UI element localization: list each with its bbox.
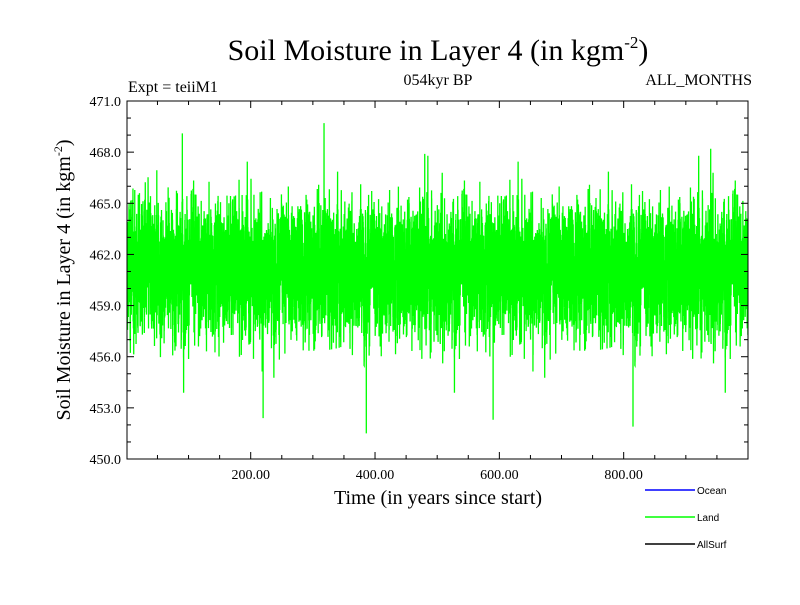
experiment-label: Expt = teiiM1: [128, 79, 218, 96]
y-tick-label: 471.0: [90, 95, 122, 110]
legend-label: AllSurf: [697, 540, 727, 551]
series-group: [127, 123, 748, 434]
period-label: 054kyr BP: [404, 72, 473, 89]
series-line-land: [127, 123, 748, 434]
chart-title: Soil Moisture in Layer 4 (in kgm-2): [228, 33, 649, 67]
x-axis-title: Time (in years since start): [334, 487, 542, 509]
legend-label: Land: [697, 513, 719, 524]
y-axis: 450.0 453.0 456.0 459.0 462.0 465.0 468.0 471.0: [90, 95, 748, 468]
y-tick-label: 462.0: [90, 248, 122, 263]
y-tick-label: 453.0: [90, 402, 122, 417]
x-tick-label: 600.00: [480, 468, 519, 483]
x-tick-label: 800.00: [604, 468, 643, 483]
y-tick-label: 465.0: [90, 197, 122, 212]
x-tick-label: 200.00: [231, 468, 270, 483]
legend-label: Ocean: [697, 486, 726, 497]
y-tick-label: 456.0: [90, 351, 122, 366]
x-axis: 200.00 400.00 600.00 800.00: [156, 101, 718, 483]
legend: Ocean Land AllSurf: [645, 486, 727, 551]
y-tick-label: 450.0: [90, 453, 122, 468]
months-label: ALL_MONTHS: [645, 72, 752, 89]
y-tick-label: 468.0: [90, 146, 122, 161]
y-tick-label: 459.0: [90, 300, 122, 315]
y-axis-title: Soil Moisture in Layer 4 (in kgm-2): [51, 139, 75, 420]
x-tick-label: 400.00: [356, 468, 395, 483]
